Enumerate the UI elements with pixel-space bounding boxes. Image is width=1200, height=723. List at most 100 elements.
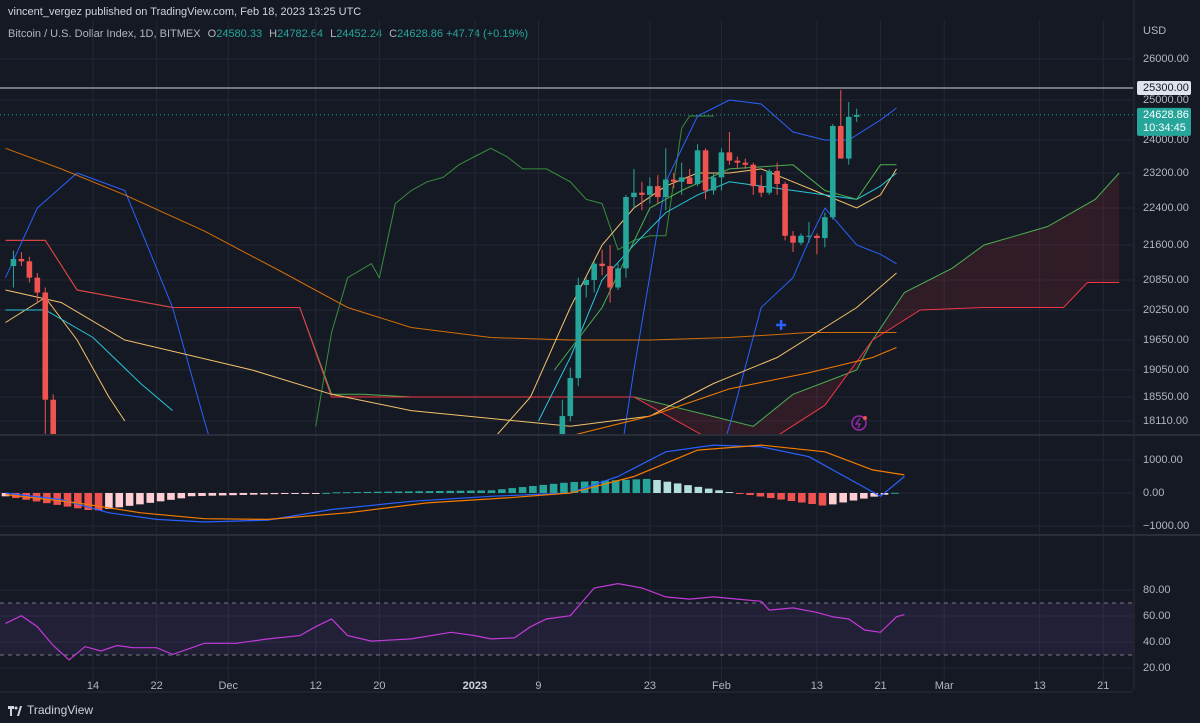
macd-histogram-bar	[529, 485, 537, 493]
candle	[591, 261, 597, 293]
candle-body	[766, 170, 772, 193]
candle-body	[790, 235, 796, 243]
macd-histogram-bar	[704, 488, 713, 493]
time-tick-label: 9	[535, 680, 541, 692]
price-tick-label: 20850.00	[1143, 274, 1189, 286]
macd-histogram-bar	[870, 493, 878, 497]
candle	[782, 181, 788, 241]
ema-50-early	[5, 309, 173, 411]
candle-body	[567, 378, 574, 417]
macd-histogram-bar	[746, 493, 754, 496]
candle-body	[591, 263, 597, 280]
price-tick-label: 23200.00	[1143, 167, 1189, 179]
price-tick-label: 24000.00	[1143, 134, 1189, 146]
candle-body	[822, 217, 828, 239]
macd-histogram-bar	[508, 488, 517, 493]
macd-histogram-bar	[177, 493, 186, 499]
candle-body	[806, 235, 812, 237]
candle-body	[42, 292, 49, 400]
macd-signal-line	[5, 444, 905, 521]
symbol-name[interactable]: Bitcoin / U.S. Dollar Index, 1D, BITMEX	[8, 28, 201, 40]
candle	[50, 394, 57, 434]
macd-histogram-bar	[229, 493, 237, 496]
macd-histogram-bar	[715, 490, 723, 493]
macd-tick-label: −1000.00	[1143, 520, 1189, 532]
candlestick-series	[10, 90, 860, 456]
macd-histogram-bar	[549, 483, 558, 493]
macd-histogram-bar	[653, 479, 661, 493]
candle-body	[647, 186, 653, 195]
candle-body	[718, 152, 725, 178]
macd-histogram-bar	[94, 493, 103, 511]
rsi-band-fill	[0, 603, 1133, 655]
candle	[559, 399, 566, 434]
price-tick-label: 26000.00	[1143, 53, 1189, 65]
candle	[734, 156, 741, 169]
macd-histogram-bar	[115, 493, 124, 508]
time-tick-label: 21	[874, 680, 886, 692]
candle-body	[774, 170, 780, 184]
candle	[42, 287, 49, 434]
candle	[18, 252, 25, 266]
candle-body	[734, 160, 741, 163]
candle-body	[26, 261, 33, 278]
candle-body	[655, 186, 661, 198]
macd-histogram-bar	[446, 490, 454, 493]
macd-histogram-bar	[694, 486, 703, 493]
candle-body	[742, 162, 749, 165]
macd-histogram-bar	[891, 492, 899, 494]
candle-body	[607, 266, 613, 288]
time-tick-label: 21	[1097, 680, 1109, 692]
candle	[567, 367, 574, 422]
price-tick-label: 21600.00	[1143, 239, 1189, 251]
macd-histogram-bar	[735, 493, 744, 494]
bollinger-upper-early	[5, 172, 209, 434]
macd-histogram-bar	[436, 490, 444, 493]
time-tick-label: 13	[811, 680, 823, 692]
candle	[845, 102, 852, 165]
rsi-line	[5, 582, 905, 661]
macd-histogram-bar	[673, 483, 682, 493]
macd-histogram-bar	[860, 493, 868, 499]
candle	[694, 144, 701, 187]
macd-histogram-bar	[839, 493, 847, 503]
macd-tick-label: 1000.00	[1143, 454, 1183, 466]
low-value: 24452.24	[336, 28, 383, 40]
macd-histogram-bar	[539, 484, 548, 493]
signal-cross-icon	[776, 320, 787, 330]
candle	[662, 148, 669, 211]
chikou-span	[315, 115, 714, 427]
macd-histogram-bar	[787, 493, 796, 502]
candle	[806, 221, 812, 243]
macd-histogram-bar	[756, 493, 765, 497]
candle-body	[845, 116, 852, 159]
horizontal-line-label: 25300.00	[1143, 82, 1189, 94]
candle-body	[726, 152, 733, 161]
footer-brand-label: TradingView	[27, 703, 94, 717]
time-tick-label: 20	[373, 680, 385, 692]
candle	[758, 175, 765, 198]
footer-brand[interactable]: TradingView	[8, 703, 93, 717]
macd-histogram-bar	[560, 482, 568, 493]
candle-body	[853, 114, 860, 117]
macd-histogram-bar	[777, 493, 785, 500]
rsi-tick-label: 80.00	[1143, 584, 1171, 596]
macd-histogram-bar	[684, 485, 692, 493]
macd-histogram-bar	[280, 493, 289, 494]
macd-histogram-bar	[260, 493, 268, 495]
candle	[726, 132, 733, 165]
price-tick-label: 19050.00	[1143, 364, 1189, 376]
candle	[544, 434, 550, 456]
macd-histogram-bar	[415, 491, 423, 493]
candle	[830, 124, 836, 220]
macd-histogram-bar	[249, 493, 258, 495]
macd-histogram-bar	[187, 493, 196, 497]
price-tick-label: 18550.00	[1143, 391, 1189, 403]
macd-histogram-bar	[601, 480, 610, 493]
candle	[10, 250, 17, 288]
price-tick-label: 20250.00	[1143, 304, 1189, 316]
macd-histogram-bar	[373, 491, 382, 493]
macd-histogram-bar	[622, 479, 630, 493]
